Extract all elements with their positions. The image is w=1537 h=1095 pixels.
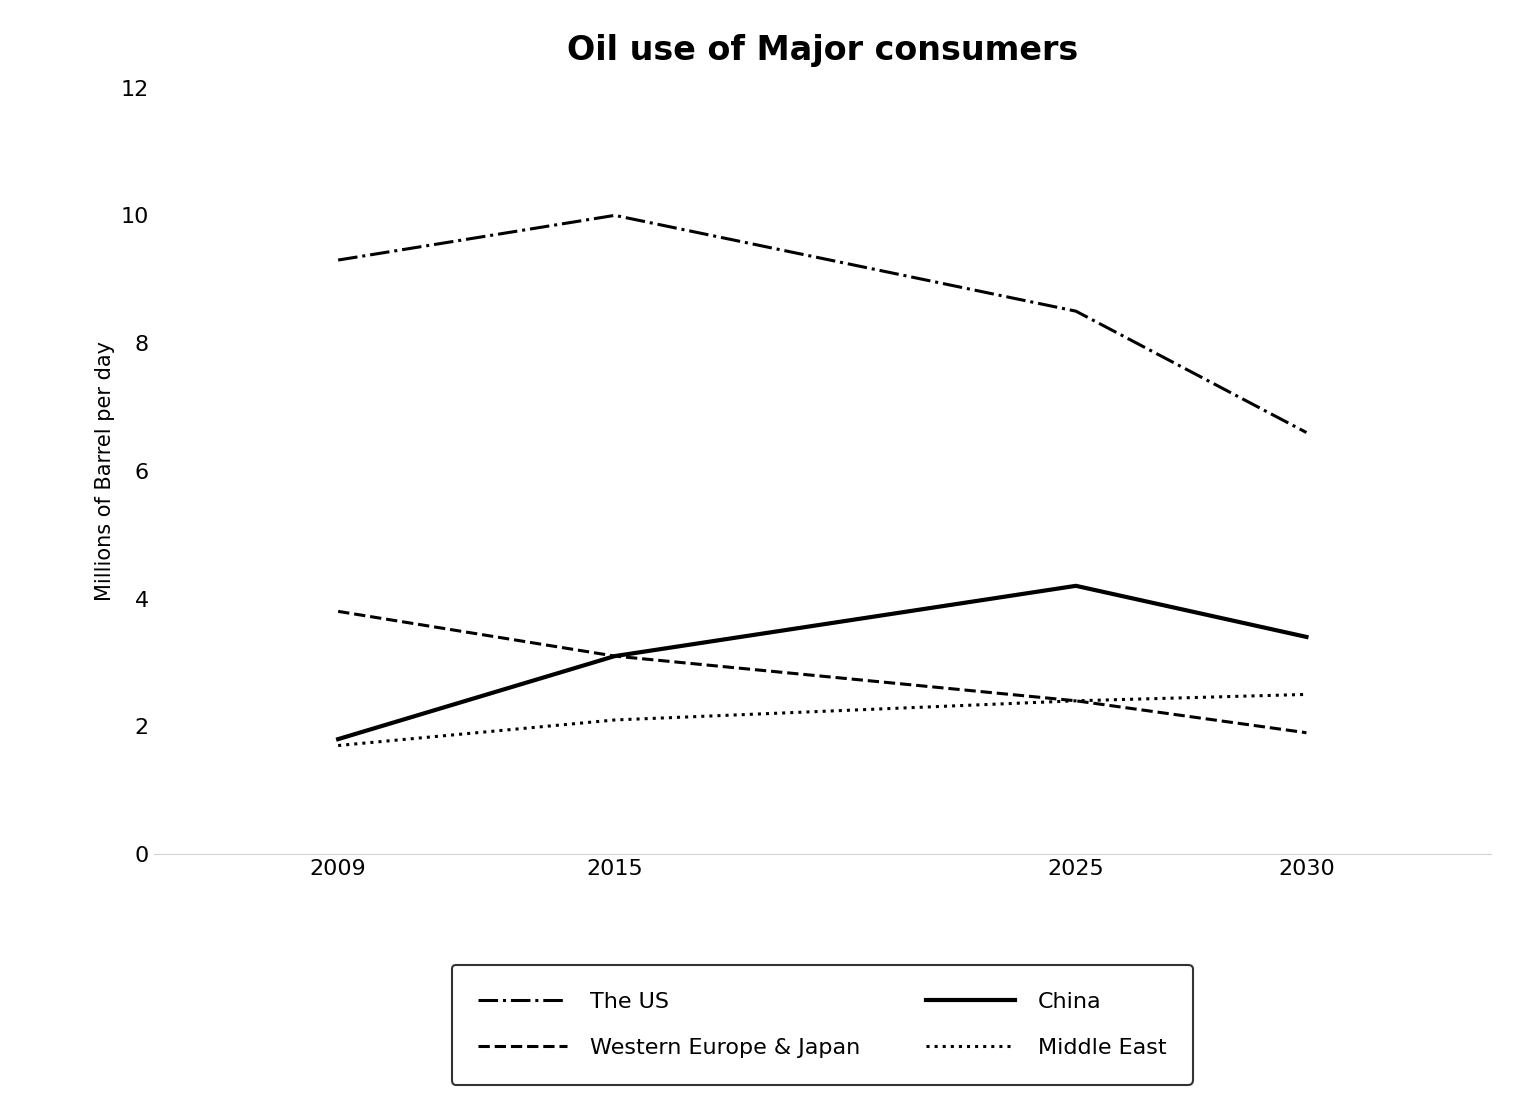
Legend: The US, Western Europe & Japan, China, Middle East: The US, Western Europe & Japan, China, M… xyxy=(452,965,1193,1085)
Y-axis label: Millions of Barrel per day: Millions of Barrel per day xyxy=(95,341,115,601)
Title: Oil use of Major consumers: Oil use of Major consumers xyxy=(567,34,1077,67)
